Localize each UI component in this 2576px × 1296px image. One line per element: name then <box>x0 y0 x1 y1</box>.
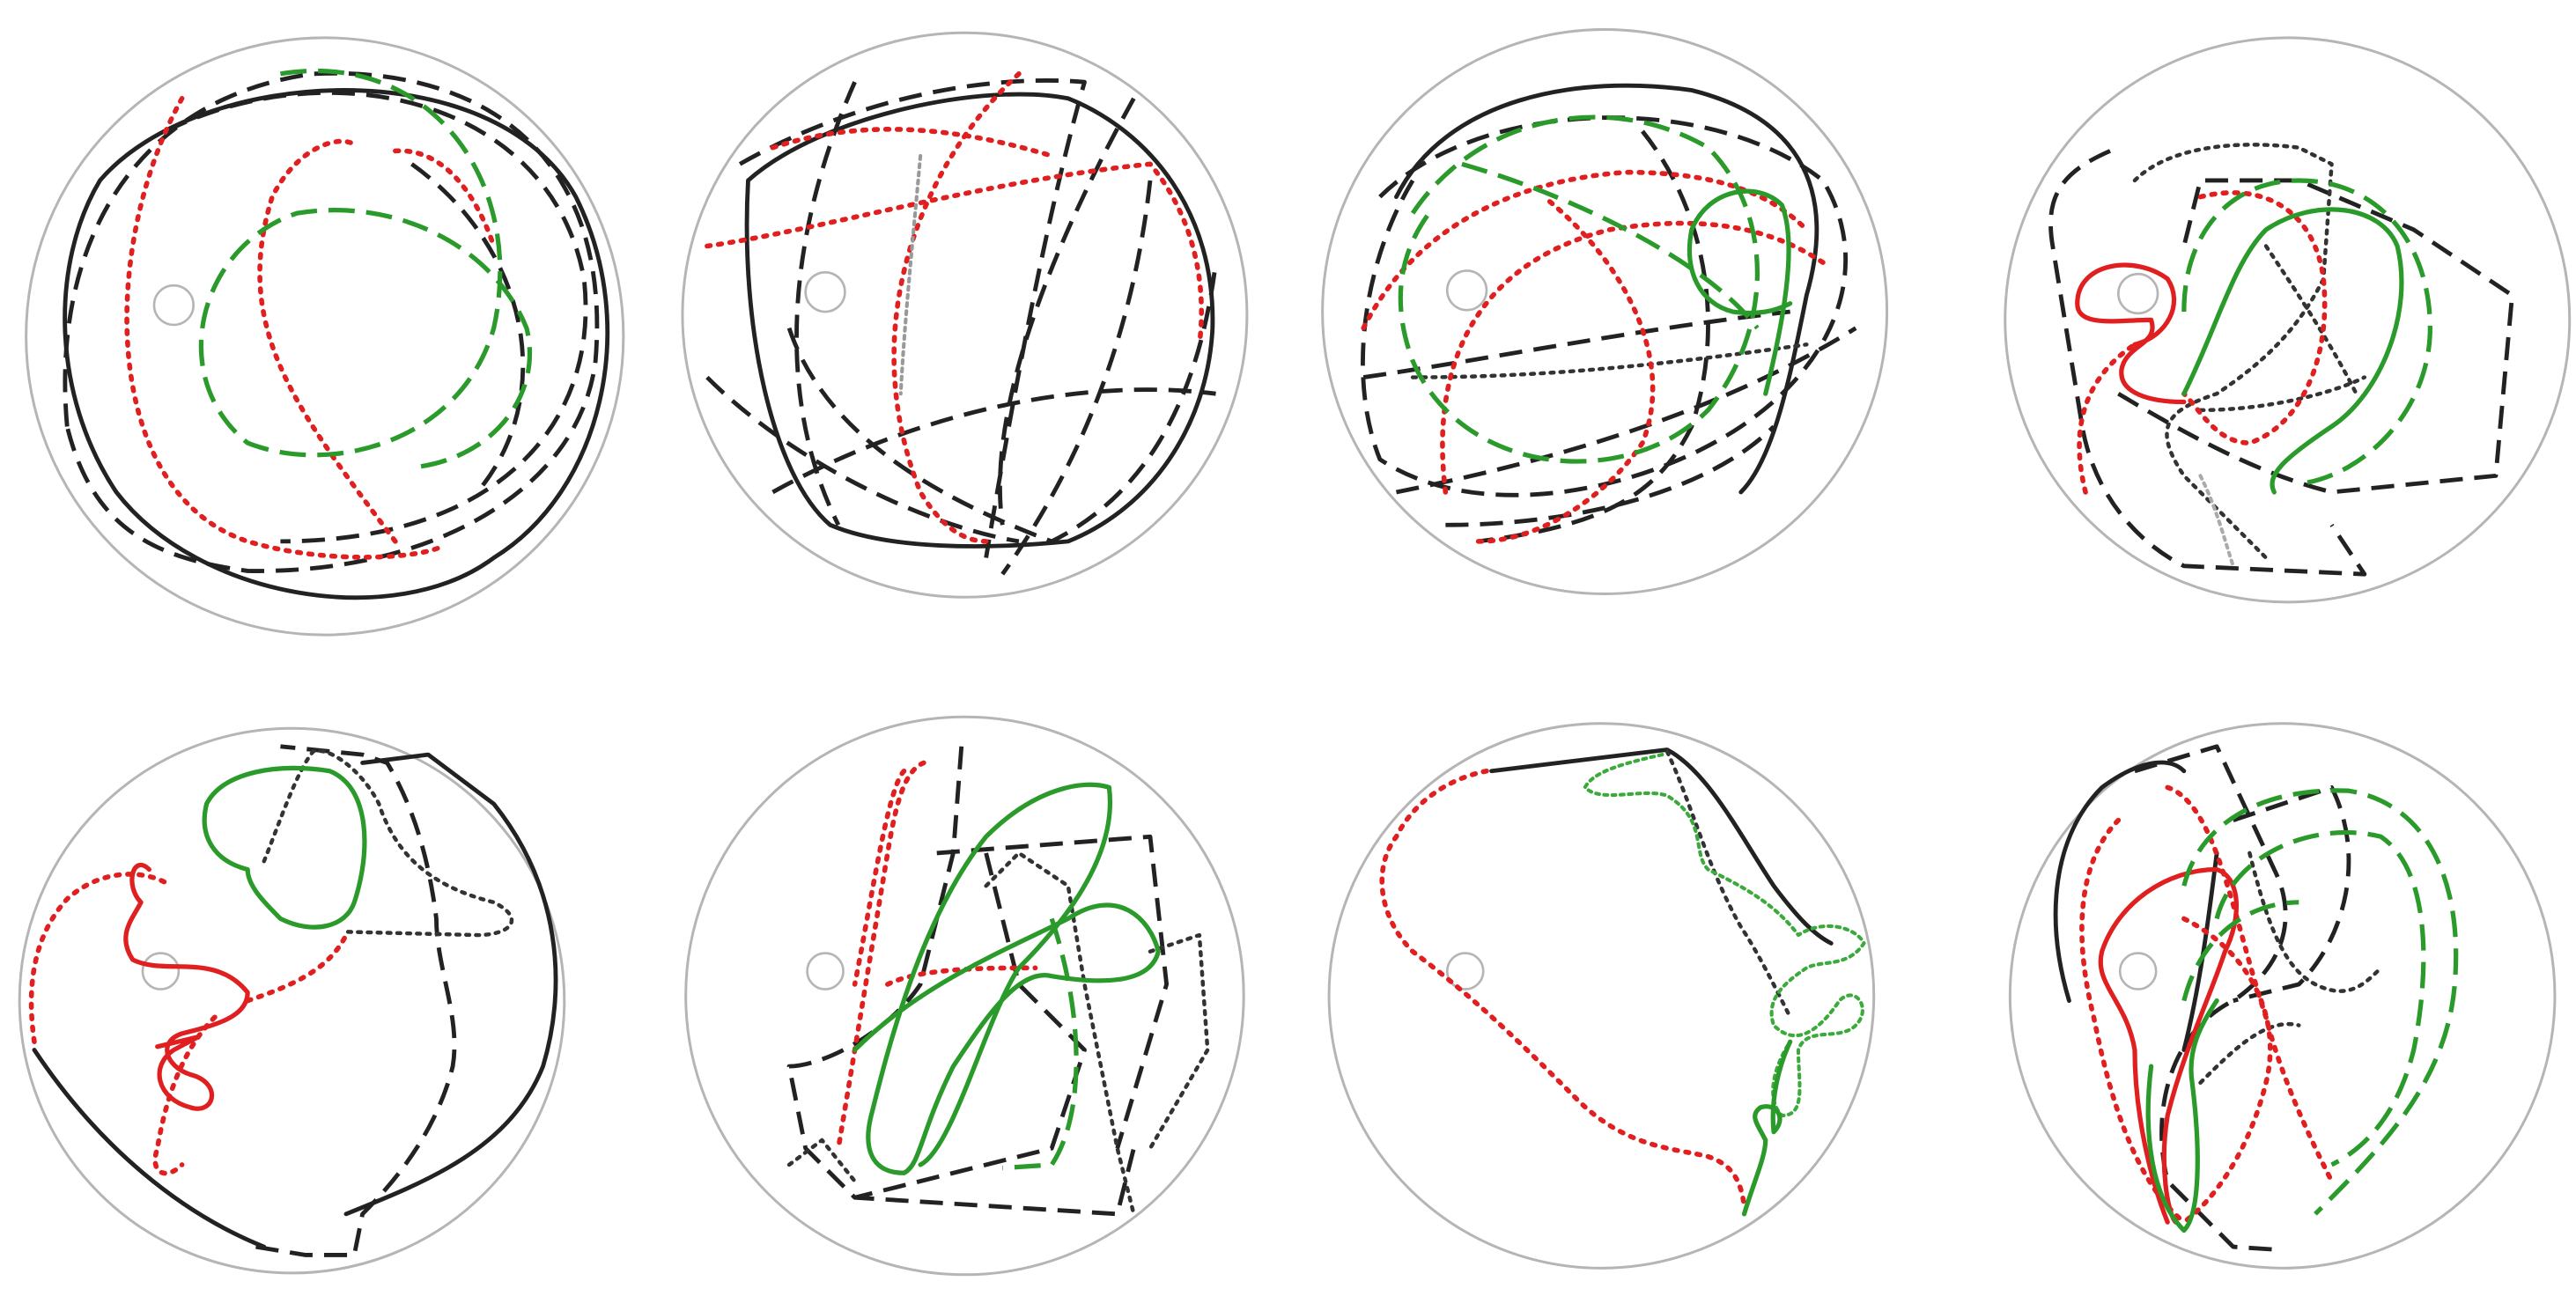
path <box>744 92 1215 549</box>
path <box>32 752 558 1249</box>
panel-3 <box>1321 28 1889 596</box>
path <box>262 748 514 938</box>
path <box>123 862 250 1111</box>
path <box>898 153 923 396</box>
path <box>2198 474 2235 568</box>
path <box>1394 83 1819 495</box>
panel-7 <box>1327 722 1876 1270</box>
panel-4 <box>2004 36 2572 604</box>
path <box>1362 309 1857 527</box>
path <box>771 81 1216 576</box>
path <box>1398 114 1760 464</box>
path <box>2181 207 2404 495</box>
pool <box>2004 36 2572 604</box>
path <box>124 96 497 560</box>
path <box>198 68 533 470</box>
panel-2 <box>681 31 1249 599</box>
path <box>2048 149 2514 577</box>
path <box>164 90 588 544</box>
pool <box>18 726 566 1275</box>
platform <box>141 952 181 990</box>
path <box>2181 178 2432 487</box>
platform <box>1445 952 1485 990</box>
path <box>202 765 367 930</box>
pool <box>684 715 1245 1277</box>
platform <box>2117 272 2159 315</box>
path <box>786 746 1170 1217</box>
path <box>1361 169 1826 544</box>
path <box>852 782 1161 1175</box>
pool <box>1321 28 1889 596</box>
pool <box>1327 722 1876 1270</box>
path <box>28 872 349 1176</box>
panel-8 <box>2008 722 2557 1270</box>
panel-6 <box>684 715 1245 1277</box>
path <box>255 744 457 1257</box>
path <box>2079 784 2335 1225</box>
platform <box>804 271 846 313</box>
platform <box>806 952 845 990</box>
path <box>1379 768 1747 1209</box>
path <box>786 850 1210 1217</box>
path <box>2098 866 2240 1225</box>
path <box>2132 143 2367 560</box>
path <box>1410 342 1809 379</box>
platform <box>1445 269 1488 312</box>
path <box>63 70 600 573</box>
platform <box>152 284 195 327</box>
path <box>705 78 1218 558</box>
pool <box>2008 722 2557 1270</box>
path <box>2075 262 2187 405</box>
path <box>2134 744 2351 1253</box>
path <box>2145 998 2219 1233</box>
panel-1 <box>25 36 625 637</box>
path <box>1741 1039 1793 1217</box>
path <box>1664 749 1792 1020</box>
path <box>2198 850 2383 1086</box>
path <box>1002 917 1079 1171</box>
pool <box>681 31 1249 599</box>
path <box>2077 190 2328 495</box>
panel-5 <box>18 726 566 1275</box>
path <box>1583 753 1866 1118</box>
pool <box>25 36 625 637</box>
platform <box>2118 952 2158 990</box>
path <box>2181 788 2459 1216</box>
path <box>1687 188 1793 396</box>
path <box>63 88 610 600</box>
path <box>705 71 1204 544</box>
